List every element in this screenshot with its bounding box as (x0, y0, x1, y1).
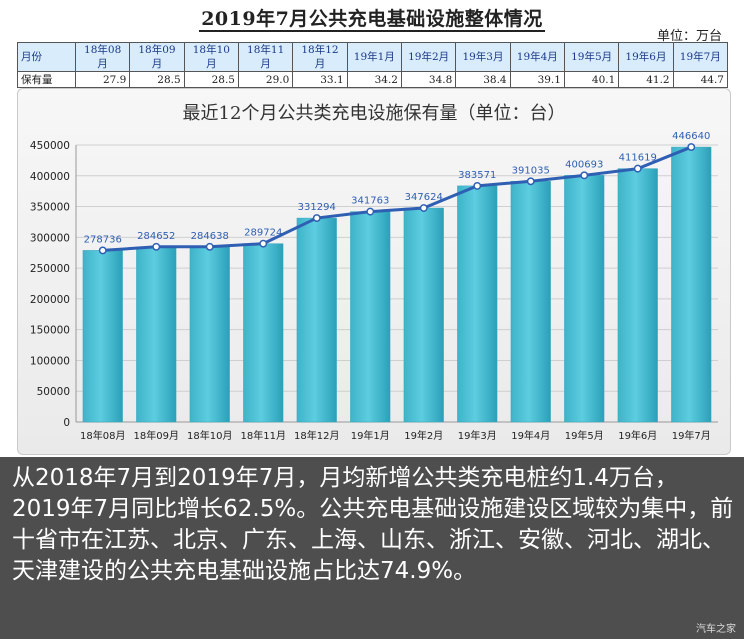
month-header-cell: 18年12月 (292, 42, 348, 72)
trend-point (580, 171, 589, 180)
data-label: 383571 (458, 170, 496, 181)
y-tick-label: 350000 (30, 202, 70, 214)
month-header-cell: 18年11月 (237, 42, 294, 72)
x-tick-label: 18年08月 (80, 429, 125, 442)
caption-text: 从2018年7月到2019年7月，月均新增公共类充电桩约1.4万台，2019年7… (12, 465, 734, 584)
y-tick-label: 450000 (30, 140, 70, 152)
trend-point (526, 177, 535, 186)
trend-point (98, 246, 107, 255)
trend-point (687, 143, 696, 152)
bar (243, 243, 284, 423)
row-header-label: 月份 (17, 42, 76, 72)
month-header-cell: 19年3月 (455, 42, 511, 72)
y-tick-label: 300000 (30, 232, 70, 244)
month-header-cell: 19年1月 (346, 42, 402, 72)
watermark: 汽车之家 (696, 624, 736, 635)
data-label: 347624 (405, 192, 443, 203)
month-header-cell: 19年2月 (400, 42, 457, 72)
month-header-cell: 19年6月 (618, 42, 674, 72)
value-cell: 34.8 (400, 71, 457, 88)
bar (671, 146, 712, 423)
x-tick-label: 18年12月 (294, 429, 339, 442)
page-title: 2019年7月公共充电基础设施整体情况 (0, 4, 744, 32)
x-tick-label: 18年11月 (241, 429, 286, 442)
y-tick-label: 100000 (30, 355, 70, 367)
y-tick-label: 50000 (37, 386, 70, 398)
data-label: 289724 (244, 228, 282, 239)
month-header-cell: 18年09月 (129, 42, 185, 72)
bar (510, 181, 551, 423)
bar (296, 217, 337, 423)
y-tick-label: 150000 (30, 325, 70, 337)
bar (350, 211, 391, 423)
summary-header-row: 月份 18年08月 18年09月 18年10月 18年11月 18年12月 19年1月 19… (17, 42, 729, 72)
data-label: 341763 (351, 196, 389, 207)
data-label: 400693 (565, 159, 603, 170)
value-cell: 41.2 (618, 71, 674, 88)
x-tick-label: 19年5月 (565, 429, 604, 442)
x-tick-label: 19年6月 (618, 429, 657, 442)
value-cell: 34.2 (346, 71, 402, 88)
data-label: 284638 (191, 231, 229, 242)
value-cell: 27.9 (74, 71, 131, 88)
month-header-cell: 19年7月 (672, 42, 729, 72)
data-label: 284652 (137, 231, 175, 242)
month-header-cell: 18年08月 (74, 42, 131, 72)
bar-chart: 0 50000 100000 150000 200000 250000 300000 3500… (30, 131, 718, 442)
y-tick-label: 0 (63, 417, 70, 429)
y-tick-label: 400000 (30, 171, 70, 183)
value-cell: 38.4 (455, 71, 511, 88)
bar (403, 207, 444, 423)
data-label: 278736 (84, 234, 122, 245)
value-cell: 40.1 (563, 71, 620, 88)
data-label: 331294 (298, 202, 336, 213)
x-tick-label: 19年1月 (351, 429, 390, 442)
value-cell: 33.1 (292, 71, 348, 88)
x-tick-label: 18年10月 (187, 429, 232, 442)
caption-panel: 从2018年7月到2019年7月，月均新增公共类充电桩约1.4万台，2019年7… (0, 457, 744, 639)
chart-panel: 最近12个月公共类充电设施保有量（单位：台） 0 50000 100000 15000… (17, 88, 731, 455)
data-label: 446640 (672, 131, 710, 142)
data-label: 411619 (619, 153, 657, 164)
summary-value-row: 保有量 27.9 28.5 28.5 29.0 33.1 34.2 34.8 38.4 39.1… (17, 71, 729, 88)
row-value-label: 保有量 (17, 71, 76, 88)
trend-point (152, 242, 161, 251)
chart-title: 最近12个月公共类充电设施保有量（单位：台） (182, 103, 566, 124)
bar (189, 246, 230, 423)
month-header-cell: 18年10月 (183, 42, 239, 72)
month-header-cell: 19年4月 (509, 42, 565, 72)
y-tick-label: 250000 (30, 263, 70, 275)
bar (617, 168, 658, 423)
trend-point (366, 207, 375, 216)
y-tick-label: 200000 (30, 294, 70, 306)
value-cell: 44.7 (672, 71, 729, 88)
x-tick-label: 19年2月 (404, 429, 443, 442)
value-cell: 28.5 (183, 71, 239, 88)
data-label: 391035 (512, 165, 550, 176)
bar (457, 185, 498, 423)
trend-point (312, 214, 321, 223)
unit-note: 单位：万台 (656, 29, 722, 44)
trend-point (419, 204, 428, 212)
x-tick-label: 19年7月 (672, 429, 711, 442)
bar (136, 246, 177, 423)
value-cell: 28.5 (129, 71, 185, 88)
x-tick-label: 19年3月 (458, 429, 497, 442)
value-cell: 29.0 (237, 71, 294, 88)
trend-point (633, 164, 642, 173)
page-title-text: 2019年7月公共充电基础设施整体情况 (199, 8, 545, 32)
x-tick-label: 18年09月 (134, 429, 179, 442)
trend-point (259, 239, 268, 248)
trend-point (473, 181, 482, 190)
bar (82, 250, 123, 423)
summary-table: 月份 18年08月 18年09月 18年10月 18年11月 18年12月 19年1月 19… (17, 42, 729, 88)
trend-point (205, 242, 214, 251)
bar (564, 175, 605, 423)
month-header-cell: 19年5月 (563, 42, 620, 72)
trend-line (102, 145, 692, 252)
value-cell: 39.1 (509, 71, 565, 88)
x-tick-label: 19年4月 (511, 429, 550, 442)
